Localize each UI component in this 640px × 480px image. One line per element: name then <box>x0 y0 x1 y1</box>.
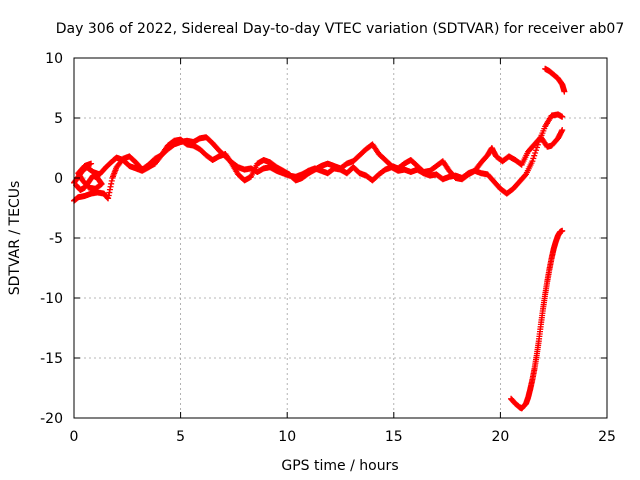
y-tick-label: -15 <box>40 351 63 367</box>
grid-lines <box>74 58 607 418</box>
y-tick-label: -10 <box>40 291 63 307</box>
y-tick-label: -5 <box>49 231 63 247</box>
x-tick-label: 10 <box>278 429 296 445</box>
data-point-markers <box>542 65 568 95</box>
series-late-negative-excursion <box>508 227 566 412</box>
data-point-markers <box>508 227 566 412</box>
x-tick-label: 0 <box>70 429 79 445</box>
series-main-track-b <box>71 127 566 204</box>
x-tick-label: 15 <box>385 429 403 445</box>
x-tick-label: 25 <box>598 429 616 445</box>
y-tick-label: -20 <box>40 411 63 427</box>
series-loop-near-start <box>73 160 105 193</box>
x-tick-label: 20 <box>491 429 509 445</box>
x-tick-label: 5 <box>176 429 185 445</box>
data-point-markers <box>71 127 566 204</box>
y-tick-label: 5 <box>54 111 63 127</box>
data-point-markers <box>73 160 105 193</box>
tick-labels: 0 5 10 15 20 25 -20 -15 -10 -5 0 5 10 <box>40 51 616 445</box>
y-tick-label: 10 <box>45 51 63 67</box>
y-axis-label: SDTVAR / TECUs <box>7 181 23 296</box>
x-axis-label: GPS time / hours <box>281 458 398 474</box>
axis-ticks <box>73 57 608 419</box>
chart-title: Day 306 of 2022, Sidereal Day-to-day VTE… <box>56 21 625 37</box>
series-late-spike-upper <box>542 65 568 95</box>
data-markers <box>71 65 568 412</box>
y-tick-label: 0 <box>54 171 63 187</box>
